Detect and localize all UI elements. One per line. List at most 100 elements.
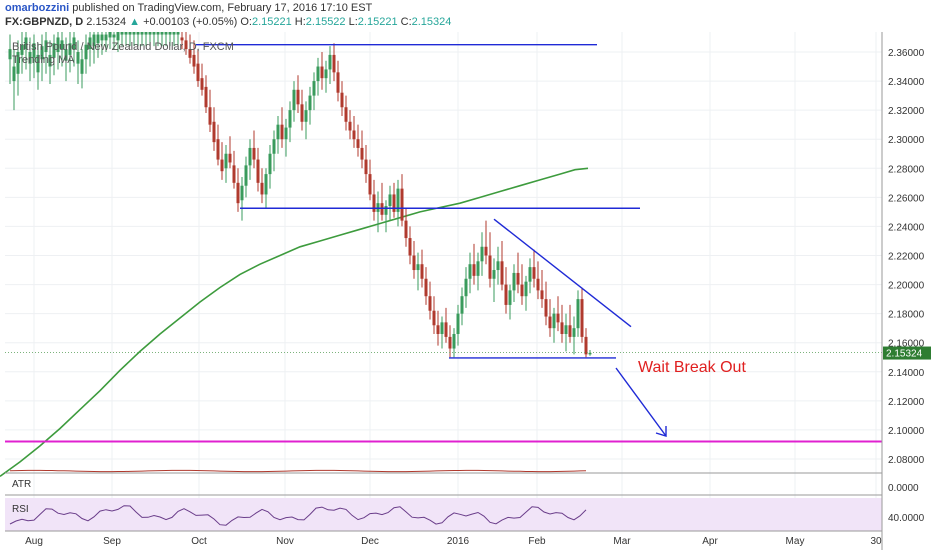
candle bbox=[200, 63, 204, 96]
candle bbox=[76, 40, 80, 84]
candle bbox=[40, 34, 44, 82]
candle-body bbox=[336, 72, 340, 93]
candle bbox=[168, 32, 172, 47]
candle-body bbox=[208, 107, 212, 125]
price-chart[interactable]: British Pound / New Zealand Dollar, D, F… bbox=[0, 32, 932, 550]
candle-body bbox=[384, 206, 388, 215]
y-tick-label: 2.08000 bbox=[888, 455, 925, 466]
candle-body bbox=[16, 52, 20, 74]
author-link[interactable]: omarbozzini bbox=[5, 2, 70, 14]
candle-body bbox=[532, 267, 536, 279]
candle-body bbox=[168, 32, 172, 35]
candle bbox=[384, 200, 388, 233]
candle bbox=[240, 177, 244, 221]
candle bbox=[308, 86, 312, 125]
candle-body bbox=[8, 49, 12, 60]
x-tick-label: 30 bbox=[870, 536, 882, 547]
last-price: 2.15324 bbox=[86, 16, 127, 28]
candle bbox=[204, 75, 208, 114]
current-price-tag-text: 2.15324 bbox=[886, 349, 923, 360]
candle-body bbox=[360, 147, 364, 160]
candle-body bbox=[192, 54, 196, 67]
y-tick-label: 2.32000 bbox=[888, 106, 925, 117]
candle-body bbox=[468, 264, 472, 279]
candle bbox=[288, 101, 292, 143]
candle bbox=[508, 284, 512, 320]
candle-body bbox=[368, 174, 372, 195]
candle bbox=[268, 145, 272, 189]
y-tick-label: 2.34000 bbox=[888, 77, 925, 88]
time-axis[interactable]: Aug Sep Oct Nov Dec 2016 Feb Mar Apr May 30 bbox=[25, 536, 882, 547]
change-value: +0.00103 (+0.05%) bbox=[143, 16, 238, 28]
candle-body bbox=[572, 328, 576, 337]
candle-body bbox=[312, 81, 316, 96]
candle bbox=[172, 32, 176, 47]
close-value: 2.15324 bbox=[411, 16, 452, 28]
candle-body bbox=[416, 264, 420, 271]
candle-body bbox=[512, 272, 516, 291]
candle bbox=[380, 182, 384, 221]
y-tick-label: 2.30000 bbox=[888, 135, 925, 146]
candle bbox=[232, 150, 236, 189]
price-axis[interactable]: 2.36000 2.34000 2.32000 2.30000 2.28000 2.260… bbox=[888, 48, 925, 466]
candle bbox=[72, 32, 76, 67]
candle-body bbox=[232, 165, 236, 183]
candle bbox=[60, 32, 64, 67]
current-price-tag bbox=[883, 346, 931, 360]
candle-body bbox=[588, 352, 592, 355]
candle bbox=[164, 32, 168, 47]
candle bbox=[544, 281, 548, 326]
candle bbox=[484, 220, 488, 265]
candle bbox=[500, 240, 504, 291]
candle bbox=[192, 40, 196, 74]
candle-body bbox=[560, 322, 564, 334]
candle bbox=[136, 32, 140, 47]
candle bbox=[332, 43, 336, 82]
chart-title: British Pound / New Zealand Dollar, D, F… bbox=[12, 41, 234, 53]
candle-body bbox=[412, 255, 416, 271]
candle-body bbox=[104, 34, 108, 41]
candle-body bbox=[20, 44, 24, 55]
candle-body bbox=[388, 194, 392, 207]
high-value: 2.15522 bbox=[305, 16, 346, 28]
candle-body bbox=[496, 261, 500, 271]
candle bbox=[296, 75, 300, 114]
candle-body bbox=[160, 32, 164, 35]
symbol-label: FX:GBPNZD, D bbox=[5, 16, 84, 28]
candle-body bbox=[128, 32, 132, 35]
candle-body bbox=[492, 270, 496, 279]
candle-body bbox=[248, 147, 252, 166]
trending-ma-line bbox=[0, 167, 589, 478]
candle-body bbox=[196, 63, 200, 82]
candle bbox=[316, 57, 320, 96]
chart-header: omarbozzini published on TradingView.com… bbox=[0, 0, 932, 32]
y-tick-label: 2.36000 bbox=[888, 48, 925, 59]
candle bbox=[456, 304, 460, 346]
candle-body bbox=[284, 127, 288, 140]
candle bbox=[404, 208, 408, 247]
candle-body bbox=[540, 290, 544, 300]
candle-body bbox=[476, 261, 480, 276]
candle bbox=[84, 34, 88, 74]
y-tick-label: 2.22000 bbox=[888, 252, 925, 263]
candle-body bbox=[252, 147, 256, 160]
x-tick-label: 2016 bbox=[447, 536, 470, 547]
candle bbox=[224, 145, 228, 183]
candle bbox=[112, 32, 116, 50]
x-tick-label: Aug bbox=[25, 536, 43, 547]
candle-body bbox=[348, 121, 352, 131]
candle-body bbox=[372, 194, 376, 212]
candle bbox=[104, 32, 108, 52]
candle bbox=[328, 46, 332, 84]
candle bbox=[388, 185, 392, 221]
candle bbox=[424, 267, 428, 305]
candle bbox=[80, 49, 84, 89]
candle-body bbox=[544, 299, 548, 317]
candle bbox=[32, 34, 36, 79]
candle-body bbox=[132, 32, 136, 35]
publish-line: omarbozzini published on TradingView.com… bbox=[5, 2, 372, 14]
candle-body bbox=[288, 110, 292, 128]
candle-body bbox=[280, 124, 284, 140]
candle bbox=[436, 310, 440, 346]
candle bbox=[28, 37, 32, 82]
